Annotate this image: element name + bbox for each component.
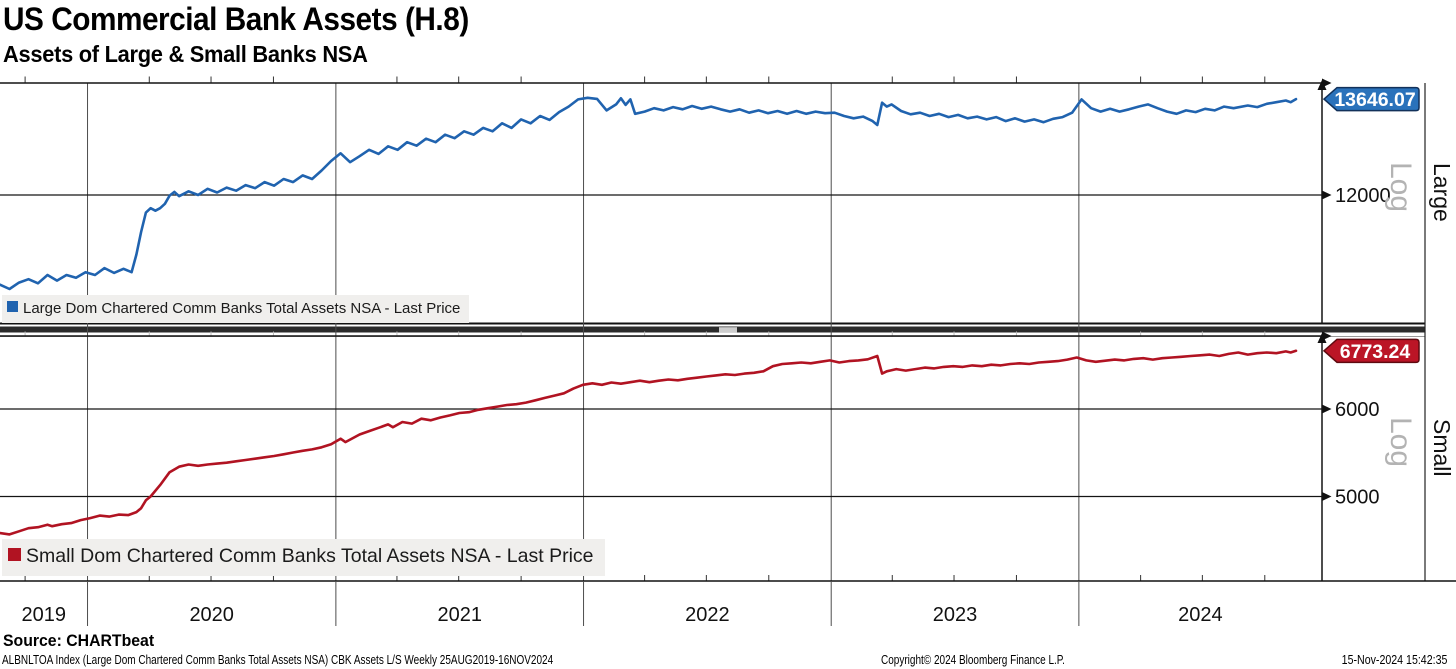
- small-legend-marker-icon: [8, 548, 21, 561]
- axis-arrow-icon: [1322, 190, 1332, 200]
- axis-arrow-icon: [1322, 78, 1332, 88]
- source-line: Source: CHARTbeat: [3, 631, 155, 650]
- y-tick-label: 5000: [1335, 486, 1380, 508]
- large-last-price-badge: [1322, 86, 1420, 112]
- splitter-grip[interactable]: [719, 327, 737, 333]
- axis-arrow-icon: [1322, 491, 1332, 501]
- x-year-label: 2020: [189, 604, 234, 626]
- y-tick-label: 6000: [1335, 399, 1380, 421]
- x-year-label: 2024: [1178, 604, 1223, 626]
- copyright-line: Copyright© 2024 Bloomberg Finance L.P.: [881, 653, 1065, 667]
- legend-large-label: Large Dom Chartered Comm Banks Total Ass…: [23, 300, 461, 317]
- x-year-label: 2023: [933, 604, 978, 626]
- panel-separator-bar: [0, 326, 1425, 333]
- axis-arrow-icon: [1322, 331, 1332, 341]
- legend-large[interactable]: Large Dom Chartered Comm Banks Total Ass…: [2, 295, 470, 323]
- large-series-line: [0, 96, 1298, 291]
- page-title: US Commercial Bank Assets (H.8): [3, 1, 469, 37]
- ticker-line: ALBNLTOA Index (Large Dom Chartered Comm…: [2, 653, 554, 667]
- x-year-label: 2019: [22, 604, 67, 626]
- axis-arrow-up-icon: [1317, 333, 1327, 343]
- timestamp: 15-Nov-2024 15:42:35: [1341, 653, 1447, 667]
- x-year-label: 2021: [437, 604, 482, 626]
- legend-small[interactable]: Small Dom Chartered Comm Banks Total Ass…: [2, 539, 605, 576]
- page-subtitle: Assets of Large & Small Banks NSA: [3, 41, 368, 67]
- small-series-line: [0, 349, 1298, 536]
- large-panel-label: Large: [1429, 163, 1455, 222]
- large-scale-log-label: Log: [1384, 162, 1417, 213]
- axis-arrow-up-icon: [1317, 80, 1327, 90]
- large-last-price-value: 13646.07: [1334, 89, 1415, 111]
- y-tick-label: 12000: [1335, 185, 1391, 207]
- large-legend-marker-icon: [7, 301, 18, 312]
- small-panel-label: Small: [1429, 419, 1455, 477]
- small-last-price-badge: [1322, 338, 1420, 364]
- axis-arrow-icon: [1322, 404, 1332, 414]
- small-scale-log-label: Log: [1384, 417, 1417, 468]
- x-year-label: 2022: [685, 604, 730, 626]
- legend-small-label: Small Dom Chartered Comm Banks Total Ass…: [26, 545, 594, 567]
- small-last-price-value: 6773.24: [1340, 341, 1411, 363]
